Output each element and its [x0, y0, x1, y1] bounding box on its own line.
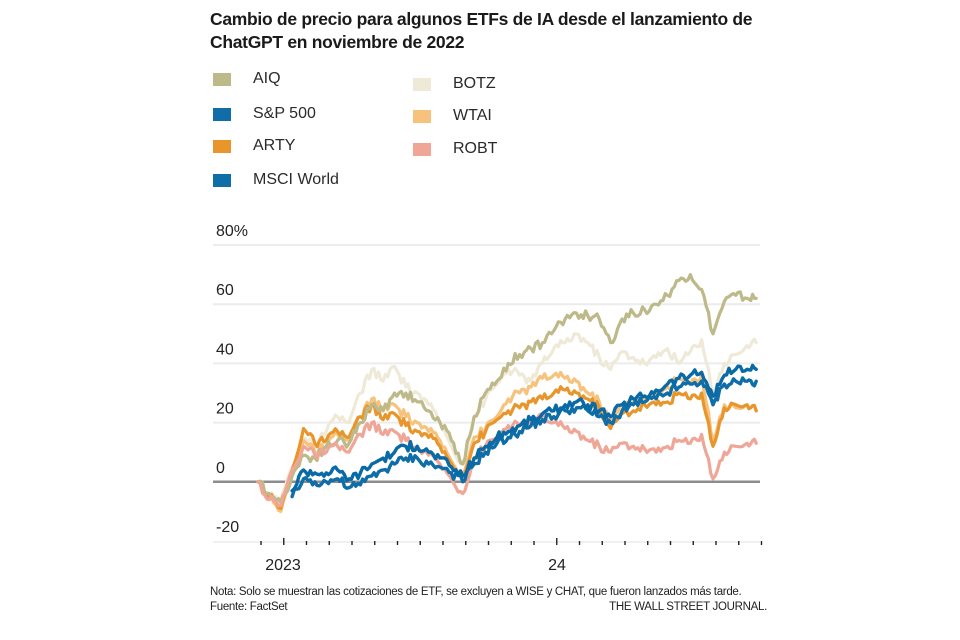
legend-item-msci-world: MSCI World	[213, 171, 339, 189]
x-axis: 2023 24	[213, 538, 763, 574]
x-tick-label: 2023	[265, 557, 301, 574]
grid	[213, 244, 760, 484]
legend-item-aiq: AIQ	[213, 70, 281, 88]
legend-label: MSCI World	[253, 171, 339, 188]
legend-label: BOTZ	[453, 75, 496, 92]
publisher-credit: THE WALL STREET JOURNAL.	[609, 601, 767, 613]
legend-item-arty: ARTY	[213, 137, 295, 155]
y-tick-label: 20	[216, 401, 234, 418]
series-line-s-p-500	[290, 363, 758, 493]
legend-label: S&P 500	[253, 105, 316, 122]
y-tick-label: -20	[216, 519, 239, 536]
legend-label: AIQ	[253, 70, 281, 87]
legend-item-sp500: S&P 500	[213, 105, 316, 123]
legend-swatch	[213, 107, 231, 121]
source-note: Fuente: FactSet	[210, 601, 288, 613]
legend-label: ROBT	[453, 140, 498, 157]
legend-item-robt: ROBT	[413, 140, 497, 158]
y-tick-label: 60	[216, 282, 234, 299]
y-axis-labels: -20 0 20 40 60 80%	[216, 223, 248, 536]
legend: AIQ S&P 500 ARTY MSCI World BOTZ WTAI RO…	[213, 70, 613, 200]
series-line-arty	[256, 385, 758, 510]
series-line-robt	[256, 412, 758, 508]
legend-swatch	[413, 109, 431, 123]
legend-swatch	[213, 173, 231, 187]
legend-label: WTAI	[453, 107, 492, 124]
legend-item-wtai: WTAI	[413, 107, 492, 125]
y-tick-label: 40	[216, 341, 234, 358]
legend-label: ARTY	[253, 137, 296, 154]
series-lines	[256, 273, 758, 513]
legend-swatch	[213, 139, 231, 153]
legend-swatch	[413, 77, 431, 91]
y-tick-label: 80%	[216, 223, 248, 240]
series-line-botz	[256, 332, 758, 502]
series-line-aiq	[256, 273, 758, 505]
legend-swatch	[413, 142, 431, 156]
chart-title: Cambio de precio para algunos ETFs de IA…	[210, 9, 753, 52]
x-tick-label: 24	[548, 557, 566, 574]
y-tick-label: 0	[216, 460, 225, 477]
footnote: Nota: Solo se muestran las cotizaciones …	[210, 586, 742, 598]
legend-swatch	[213, 72, 231, 86]
legend-item-botz: BOTZ	[413, 75, 496, 93]
